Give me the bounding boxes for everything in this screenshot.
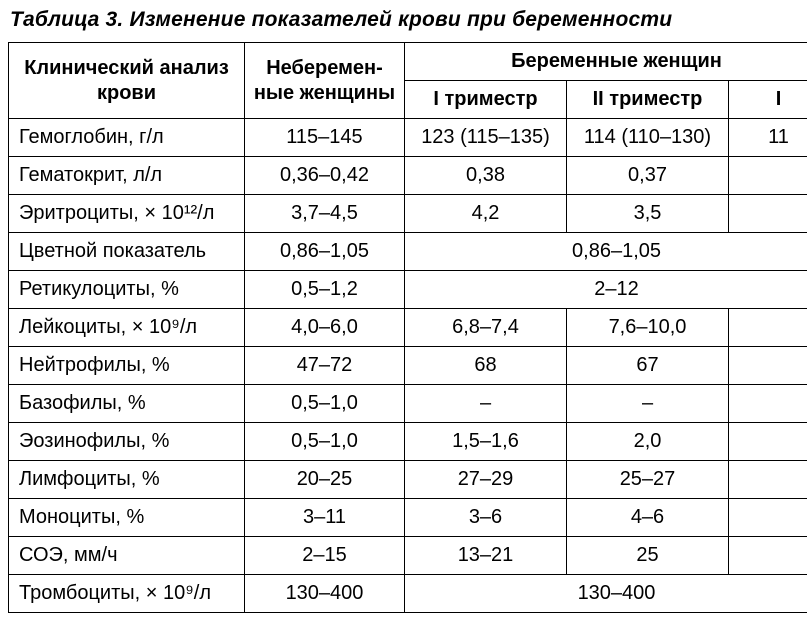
tri3-cell (729, 537, 807, 575)
tri1-cell: 68 (405, 347, 567, 385)
tri3-cell (729, 499, 807, 537)
table-head: Клинический анализкрови Неберемен-ные же… (9, 43, 807, 119)
tri2-cell: 0,37 (567, 157, 729, 195)
tri2-cell: 67 (567, 347, 729, 385)
tri1-cell: 3–6 (405, 499, 567, 537)
nonpregnant-cell: 2–15 (245, 537, 405, 575)
param-cell: Эритроциты, × 10¹²/л (9, 195, 245, 233)
table-row: Цветной показатель0,86–1,050,86–1,05 (9, 233, 807, 271)
param-cell: Цветной показатель (9, 233, 245, 271)
tri3-cell (729, 423, 807, 461)
span-cell: 130–400 (405, 575, 807, 613)
nonpregnant-cell: 0,5–1,0 (245, 385, 405, 423)
param-cell: Лейкоциты, × 10⁹/л (9, 309, 245, 347)
param-cell: Моноциты, % (9, 499, 245, 537)
tri3-cell (729, 385, 807, 423)
tri2-cell: 4–6 (567, 499, 729, 537)
nonpregnant-cell: 3,7–4,5 (245, 195, 405, 233)
col-param-header: Клинический анализкрови (9, 43, 245, 119)
param-cell: Базофилы, % (9, 385, 245, 423)
nonpregnant-cell: 3–11 (245, 499, 405, 537)
tri1-cell: 27–29 (405, 461, 567, 499)
nonpregnant-cell: 4,0–6,0 (245, 309, 405, 347)
param-cell: Нейтрофилы, % (9, 347, 245, 385)
param-cell: Тромбоциты, × 10⁹/л (9, 575, 245, 613)
tri3-cell (729, 195, 807, 233)
col-pregnant-group-header: Беременные женщин (405, 43, 807, 81)
param-cell: Лимфоциты, % (9, 461, 245, 499)
tri1-cell: – (405, 385, 567, 423)
tri2-cell: 114 (110–130) (567, 119, 729, 157)
nonpregnant-cell: 0,5–1,0 (245, 423, 405, 461)
table-row: Тромбоциты, × 10⁹/л130–400130–400 (9, 575, 807, 613)
tri2-cell: 2,0 (567, 423, 729, 461)
table-row: Моноциты, %3–113–64–6 (9, 499, 807, 537)
nonpregnant-cell: 0,86–1,05 (245, 233, 405, 271)
table-row: Эозинофилы, %0,5–1,01,5–1,62,0 (9, 423, 807, 461)
span-cell: 0,86–1,05 (405, 233, 807, 271)
nonpregnant-cell: 0,5–1,2 (245, 271, 405, 309)
tri1-cell: 0,38 (405, 157, 567, 195)
table-row: СОЭ, мм/ч2–1513–2125 (9, 537, 807, 575)
tri3-cell (729, 309, 807, 347)
tri1-cell: 13–21 (405, 537, 567, 575)
param-cell: СОЭ, мм/ч (9, 537, 245, 575)
col-nonpregnant-header-text: Неберемен-ные женщины (254, 57, 395, 104)
table-row: Гемоглобин, г/л115–145123 (115–135)114 (… (9, 119, 807, 157)
table-title: Таблица 3. Изменение показателей крови п… (10, 8, 807, 32)
tri2-cell: 3,5 (567, 195, 729, 233)
param-cell: Гемоглобин, г/л (9, 119, 245, 157)
param-cell: Ретикулоциты, % (9, 271, 245, 309)
col-tri2-header: II триместр (567, 81, 729, 119)
table-row: Нейтрофилы, %47–726867 (9, 347, 807, 385)
col-param-header-text: Клинический анализкрови (24, 57, 229, 104)
tri1-cell: 4,2 (405, 195, 567, 233)
table-row: Эритроциты, × 10¹²/л3,7–4,54,23,5 (9, 195, 807, 233)
param-cell: Гематокрит, л/л (9, 157, 245, 195)
tri1-cell: 1,5–1,6 (405, 423, 567, 461)
tri3-cell (729, 461, 807, 499)
nonpregnant-cell: 115–145 (245, 119, 405, 157)
col-pregnant-group-text: Беременные женщин (511, 50, 722, 72)
span-cell: 2–12 (405, 271, 807, 309)
col-nonpregnant-header: Неберемен-ные женщины (245, 43, 405, 119)
nonpregnant-cell: 0,36–0,42 (245, 157, 405, 195)
col-tri1-header: I триместр (405, 81, 567, 119)
tri3-cell (729, 157, 807, 195)
nonpregnant-cell: 130–400 (245, 575, 405, 613)
nonpregnant-cell: 20–25 (245, 461, 405, 499)
blood-table: Клинический анализкрови Неберемен-ные же… (8, 42, 807, 613)
table-row: Базофилы, %0,5–1,0–– (9, 385, 807, 423)
table-row: Ретикулоциты, %0,5–1,22–12 (9, 271, 807, 309)
tri2-cell: 25–27 (567, 461, 729, 499)
table-row: Гематокрит, л/л0,36–0,420,380,37 (9, 157, 807, 195)
tri3-cell (729, 347, 807, 385)
tri1-cell: 123 (115–135) (405, 119, 567, 157)
param-cell: Эозинофилы, % (9, 423, 245, 461)
table-row: Лимфоциты, %20–2527–2925–27 (9, 461, 807, 499)
tri3-cell: 11 (729, 119, 807, 157)
table-body: Гемоглобин, г/л115–145123 (115–135)114 (… (9, 119, 807, 613)
nonpregnant-cell: 47–72 (245, 347, 405, 385)
tri2-cell: 7,6–10,0 (567, 309, 729, 347)
table-row: Лейкоциты, × 10⁹/л4,0–6,06,8–7,47,6–10,0 (9, 309, 807, 347)
tri2-cell: 25 (567, 537, 729, 575)
col-tri3-header: I (729, 81, 807, 119)
tri1-cell: 6,8–7,4 (405, 309, 567, 347)
tri2-cell: – (567, 385, 729, 423)
